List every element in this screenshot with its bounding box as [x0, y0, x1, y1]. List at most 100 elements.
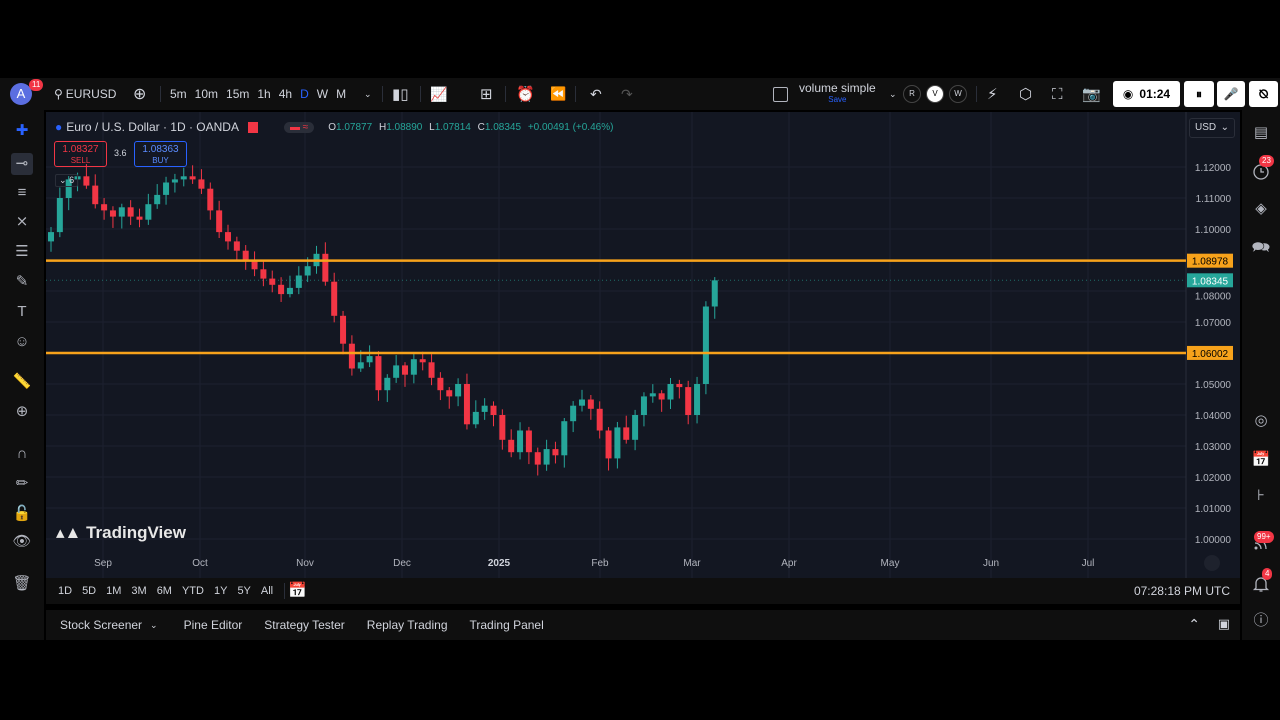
trash-icon[interactable]: 🗑 [12, 575, 32, 592]
timeframe-M[interactable]: M [336, 87, 347, 101]
zoom-in-icon[interactable]: ⊕ [15, 403, 29, 420]
pause-button[interactable]: ⏸ [1184, 81, 1214, 107]
chevron-up-icon[interactable]: ⌃ [1188, 616, 1200, 632]
candle [640, 396, 647, 415]
goto-date-icon[interactable]: 📅 [288, 582, 307, 599]
chart-pane[interactable]: 1.12000 1.11000 1.10000 1.08000 1.07000 1.050… [46, 112, 1240, 578]
clock[interactable]: 07:28:18 PM UTC [1133, 584, 1230, 598]
auto-scale-button [1204, 555, 1220, 571]
buy-button[interactable]: 1.08363 BUY [134, 141, 187, 167]
candle [48, 232, 54, 242]
chevron-down-icon[interactable]: ⌄ [364, 88, 372, 99]
options-icon[interactable]: ⊦ [1257, 487, 1265, 504]
close-label: C [477, 121, 485, 133]
range-1Y[interactable]: 1Y [213, 585, 228, 597]
range-1M[interactable]: 1M [106, 585, 122, 597]
price-chart[interactable]: 1.12000 1.11000 1.10000 1.08000 1.07000 1.050… [46, 112, 1240, 578]
time-tick: Nov [296, 558, 314, 569]
timeframe-5m[interactable]: 5m [170, 87, 187, 101]
range-YTD[interactable]: YTD [181, 585, 204, 597]
range-5Y[interactable]: 5Y [237, 585, 251, 597]
fib-lines-icon[interactable]: ≡ [17, 184, 27, 201]
camera-off-icon[interactable]: ⦰ [1249, 81, 1278, 107]
settings-icon[interactable]: ⬡ [1019, 86, 1033, 103]
symbol-title[interactable]: Euro / U.S. Dollar · 1D · OANDA [66, 120, 239, 134]
calendar-icon[interactable]: 📅 [1251, 451, 1271, 468]
pattern-icon[interactable]: ⨯ [15, 213, 29, 230]
undo-icon[interactable]: ↶ [590, 85, 602, 102]
currency-select[interactable]: USD ⌄ [1189, 118, 1235, 138]
crosshair-icon[interactable]: ✚ [15, 122, 29, 139]
candle [437, 377, 444, 391]
circle-button-W[interactable]: W [949, 85, 967, 103]
brush-icon[interactable]: ✎ [15, 273, 29, 290]
compare-add-icon[interactable]: ⊕ [133, 86, 147, 103]
candle [180, 176, 187, 180]
price-tick: 1.11000 [1196, 194, 1232, 205]
range-1D[interactable]: 1D [58, 585, 73, 597]
flag-icon[interactable] [247, 121, 258, 133]
layout-checkbox-icon[interactable] [773, 78, 788, 110]
watchlist-icon[interactable]: ▤ [1253, 124, 1269, 141]
candle [145, 204, 152, 220]
text-icon[interactable]: T [17, 303, 27, 320]
range-5D[interactable]: 5D [82, 585, 97, 597]
range-6M[interactable]: 6M [156, 585, 172, 597]
recording-stop-button[interactable]: ◉ 01:24 [1113, 81, 1180, 107]
stop-icon: ◉ [1122, 87, 1134, 101]
range-3M[interactable]: 3M [131, 585, 147, 597]
candles-icon[interactable]: ▮▯ [392, 86, 409, 103]
target-icon[interactable]: ◎ [1254, 412, 1268, 429]
footer-tab-replay-trading[interactable]: Replay Trading [366, 618, 448, 632]
footer-tab-strategy-tester[interactable]: Strategy Tester [264, 618, 345, 632]
pencil-lock-icon[interactable]: ✏ [15, 475, 29, 492]
camera-icon[interactable]: 📷 [1082, 86, 1101, 103]
timeframe-D[interactable]: D [300, 87, 309, 101]
emoji-icon[interactable]: ☺ [14, 333, 30, 350]
chevron-down-icon[interactable]: ⌄ [150, 619, 158, 630]
timeframe-4h[interactable]: 4h [278, 87, 293, 101]
candle [198, 179, 205, 189]
timeframe-W[interactable]: W [316, 87, 329, 101]
chat-icon[interactable]: 🗪 [1251, 239, 1271, 256]
layers-icon[interactable]: ◈ [1255, 200, 1267, 217]
range-All[interactable]: All [260, 585, 274, 597]
ruler-icon[interactable]: 📏 [12, 373, 32, 390]
help-icon[interactable]: ⓘ [1253, 612, 1269, 629]
avatar[interactable]: A 11 [10, 78, 44, 110]
templates-grid-icon[interactable]: ⊞ [480, 86, 493, 103]
indicators-collapse-button[interactable]: ⌄ 6 [55, 174, 79, 187]
lock-icon[interactable]: 🔓 [12, 505, 32, 522]
timeframe-10m[interactable]: 10m [194, 87, 219, 101]
indicators-icon[interactable]: 📈 [430, 85, 448, 102]
sell-button[interactable]: 1.08327 SELL [54, 141, 107, 167]
fullscreen-icon[interactable]: ⛶ [1052, 85, 1063, 103]
redo-icon[interactable]: ↷ [621, 85, 633, 102]
forecast-icon[interactable]: ☰ [15, 243, 29, 260]
magnet-icon[interactable]: ∩ [16, 445, 28, 462]
circle-button-V[interactable]: V [926, 85, 944, 103]
trend-line-icon[interactable]: ⊸ [11, 153, 33, 175]
maximize-icon[interactable]: ▣ [1217, 616, 1230, 631]
open-value: 1.07877 [336, 121, 373, 133]
quick-search-icon[interactable]: ⚡ [987, 86, 998, 103]
bottom-panel: Stock Screener ⌄ Pine Editor Strategy Teste… [46, 610, 1240, 640]
footer-tab-stock-screener[interactable]: Stock Screener [60, 618, 143, 632]
footer-tab-trading-panel[interactable]: Trading Panel [469, 618, 544, 632]
circle-button-R[interactable]: R [903, 85, 921, 103]
microphone-icon[interactable]: 🎤 [1217, 81, 1245, 107]
currency-label: USD [1195, 122, 1217, 133]
footer-tab-pine-editor[interactable]: Pine Editor [183, 618, 243, 632]
candle [410, 359, 417, 375]
replay-icon[interactable]: ⏪ [550, 86, 567, 101]
timeframe-15m[interactable]: 15m [226, 87, 250, 101]
layout-name-button[interactable]: volume simple Save [799, 78, 876, 110]
timeframe-1h[interactable]: 1h [257, 87, 271, 101]
alert-clock-icon[interactable]: ⏰ [516, 86, 535, 103]
symbol-search-button[interactable]: ⚲ EURUSD [54, 78, 116, 110]
chevron-down-icon[interactable]: ⌄ [889, 88, 897, 99]
time-tick: Mar [683, 558, 701, 569]
tradingview-logo[interactable]: ▴▲ TradingView [56, 523, 186, 543]
indicator-toggle[interactable]: ▬ ≈ [283, 121, 315, 133]
eye-icon[interactable]: 👁 [12, 533, 32, 550]
